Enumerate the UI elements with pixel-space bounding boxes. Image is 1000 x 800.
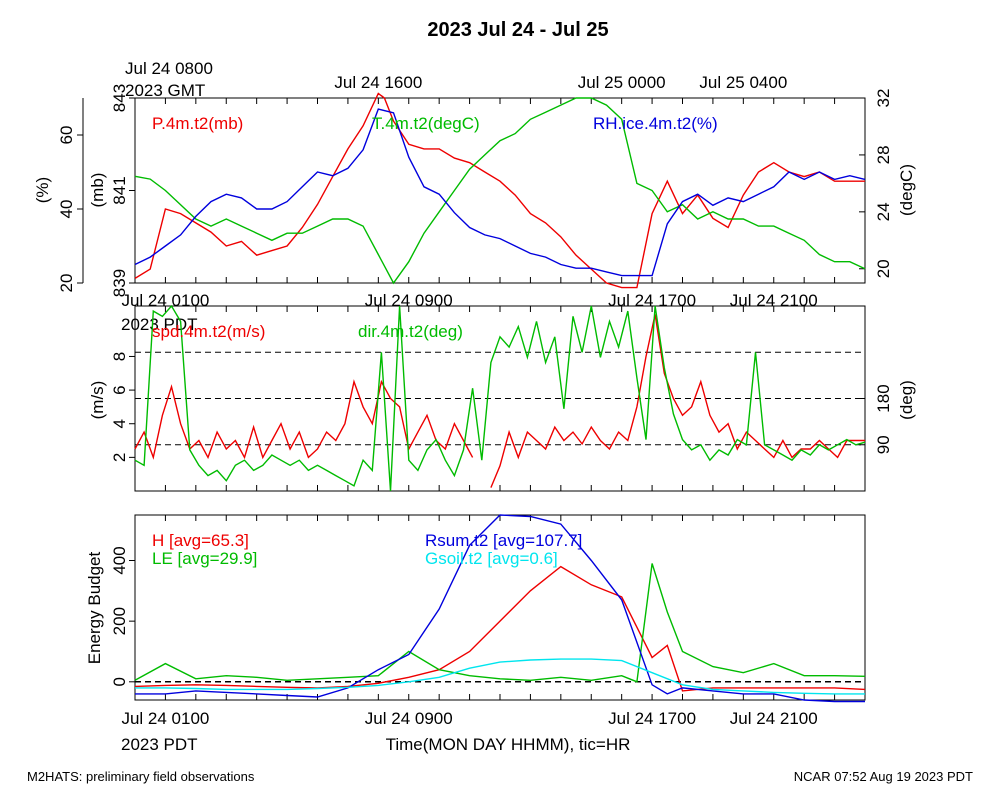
panel2-series-dir-line [134,304,866,492]
degc-tick-label: 32 [874,89,893,108]
panel1-legend-entry: T.4m.t2(degC) [372,114,480,133]
top-time-label: Jul 25 0400 [699,73,787,92]
gmt-top-label-line2: 2023 GMT [125,81,205,100]
panel2-legend-entry: dir.4m.t2(deg) [358,322,463,341]
panel1-series-p-line [134,92,865,289]
mb-tick-label: 839 [110,269,129,297]
panel3-legend-entry: LE [avg=29.9] [152,549,257,568]
panel3-series-rsum-line [135,514,865,703]
energy-axis-label: Energy Budget [85,551,104,664]
pct-tick-label: 60 [57,126,76,145]
gmt-top-label-line1: Jul 24 0800 [125,59,213,78]
pct-tick-label: 20 [57,274,76,293]
page-title: 2023 Jul 24 - Jul 25 [427,19,608,41]
panel1-series-rh-line [134,108,866,277]
panel2-series-spd-line [134,314,865,488]
energy-tick-label: 400 [110,546,129,574]
mb-axis-label: (mb) [88,173,107,208]
energy-tick-label: 0 [110,677,129,686]
ms-axis-label: (m/s) [88,381,107,420]
panel3-series-gsoil-line [135,658,865,695]
footer-left: M2HATS: preliminary field observations [27,769,255,784]
footer-right: NCAR 07:52 Aug 19 2023 PDT [794,769,973,784]
panel3-legend-entry: Rsum.t2 [avg=107.7] [425,531,582,550]
pdt-label-bottom: 2023 PDT [121,735,198,754]
top-time-label: Jul 24 1600 [334,73,422,92]
mb-tick-label: 843 [110,84,129,112]
panel1-legend-entry: P.4m.t2(mb) [152,114,243,133]
degc-tick-label: 20 [874,259,893,278]
x-axis-label: Time(MON DAY HHMM), tic=HR [386,735,631,754]
bottom-time-label: Jul 24 0100 [121,291,209,310]
panel1-series-t-line [134,97,866,285]
ms-tick-label: 6 [110,385,129,394]
panel1-frame [134,97,866,284]
pdt-label-mid: 2023 PDT [121,315,198,334]
bottom-time-label: Jul 24 2100 [730,709,818,728]
deg-tick-label: 180 [874,384,893,412]
bottom-time-label: Jul 24 0100 [121,709,209,728]
ms-tick-label: 8 [110,352,129,361]
deg-axis-label: (deg) [897,380,916,420]
degc-tick-label: 24 [874,202,893,221]
degc-axis-label: (degC) [897,164,916,216]
panel3-series-le-line [134,563,866,683]
bottom-time-label: Jul 24 0900 [365,709,453,728]
deg-tick-label: 90 [874,435,893,454]
ms-tick-label: 4 [110,419,129,428]
degc-tick-label: 28 [874,145,893,164]
panel2-legend-entry: spd.4m.t2(m/s) [152,322,265,341]
energy-tick-label: 200 [110,607,129,635]
mb-tick-label: 841 [110,176,129,204]
panel3-legend-entry: H [avg=65.3] [152,531,249,550]
pct-axis-label: (%) [33,177,52,203]
bottom-time-label: Jul 24 1700 [608,709,696,728]
bottom-time-label: Jul 24 0900 [365,291,453,310]
panel1-legend-entry: RH.ice.4m.t2(%) [593,114,718,133]
panel3-legend-entry: Gsoil.t2 [avg=0.6] [425,549,558,568]
panel3-series-h-line [134,565,866,692]
pct-tick-label: 40 [57,200,76,219]
bottom-time-label: Jul 24 1700 [608,291,696,310]
top-time-label: Jul 25 0000 [578,73,666,92]
ms-tick-label: 2 [110,453,129,462]
bottom-time-label: Jul 24 2100 [730,291,818,310]
